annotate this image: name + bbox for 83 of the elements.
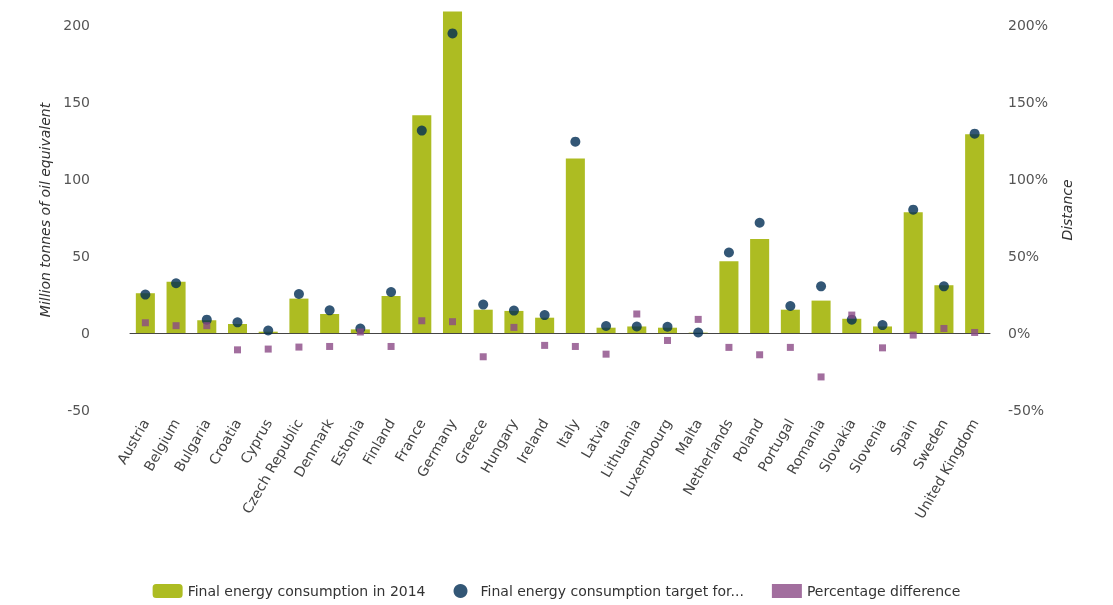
point: [877, 320, 888, 331]
point: [356, 328, 364, 336]
point: [141, 319, 149, 327]
point: [631, 321, 642, 332]
point: [908, 204, 919, 215]
point: [570, 136, 581, 147]
point: [785, 301, 796, 311]
point: [756, 351, 764, 359]
y2-tick-label: 100%: [1008, 171, 1049, 188]
point: [693, 327, 704, 338]
point: [386, 287, 397, 297]
bar: [381, 296, 401, 334]
y2-tick-label: -50%: [1008, 402, 1045, 418]
point: [940, 324, 948, 332]
y2-tick-label: 0%: [1008, 325, 1031, 342]
y-tick-label: 0: [81, 325, 90, 342]
point: [479, 353, 487, 361]
bar: [811, 300, 831, 334]
legend-label: Final energy consumption target for...: [480, 583, 744, 599]
point: [541, 341, 549, 349]
bar: [565, 158, 585, 334]
point: [723, 247, 734, 258]
point: [971, 328, 979, 336]
point: [295, 343, 303, 351]
bar: [719, 261, 739, 334]
y-tick-label: 200: [63, 17, 90, 34]
y2-tick-label: 50%: [1008, 248, 1040, 265]
bar: [780, 309, 800, 334]
point: [909, 331, 917, 339]
point: [848, 311, 856, 319]
bar: [412, 115, 432, 334]
legend-label: Percentage difference: [806, 583, 961, 599]
point: [326, 342, 334, 350]
bar: [473, 309, 493, 334]
point: [817, 373, 825, 381]
point: [662, 321, 673, 332]
bar: [750, 239, 770, 334]
point: [725, 343, 733, 351]
point: [447, 28, 458, 39]
point: [508, 305, 519, 316]
y-tick-label: 100: [63, 171, 90, 188]
point: [510, 323, 518, 331]
point: [601, 321, 612, 331]
bar: [289, 298, 309, 334]
point: [416, 125, 427, 136]
y-tick-label: 50: [72, 248, 90, 265]
point: [264, 345, 272, 353]
point: [938, 281, 949, 292]
point: [293, 289, 304, 299]
point: [969, 128, 980, 139]
point: [694, 315, 702, 323]
point: [879, 344, 886, 352]
point: [418, 317, 426, 325]
point: [478, 299, 489, 310]
point: [172, 322, 180, 330]
point: [263, 325, 274, 336]
point: [232, 317, 243, 328]
point: [754, 217, 765, 228]
legend-label: Final energy consumption in 2014: [187, 583, 426, 599]
y2-tick-label: 150%: [1008, 94, 1049, 111]
point: [786, 343, 794, 351]
bar: [903, 212, 923, 334]
y-tick-label: 150: [63, 94, 90, 111]
bar: [320, 314, 340, 334]
point: [140, 289, 151, 300]
point: [664, 336, 671, 344]
point: [234, 346, 241, 354]
point: [816, 281, 827, 292]
point: [571, 342, 579, 350]
point: [387, 342, 395, 350]
y-tick-label: -50: [67, 402, 90, 418]
point: [449, 318, 456, 326]
point: [324, 305, 335, 316]
point: [171, 278, 182, 289]
bar: [965, 134, 985, 334]
y2-tick-label: 200%: [1008, 17, 1049, 34]
bar: [535, 317, 555, 334]
point: [539, 310, 550, 321]
point: [633, 310, 641, 318]
y2-axis-title: Distance: [1059, 179, 1075, 241]
bar: [442, 11, 463, 334]
point: [602, 350, 610, 358]
y-axis-title: Million tonnes of oil equivalent: [37, 102, 54, 318]
